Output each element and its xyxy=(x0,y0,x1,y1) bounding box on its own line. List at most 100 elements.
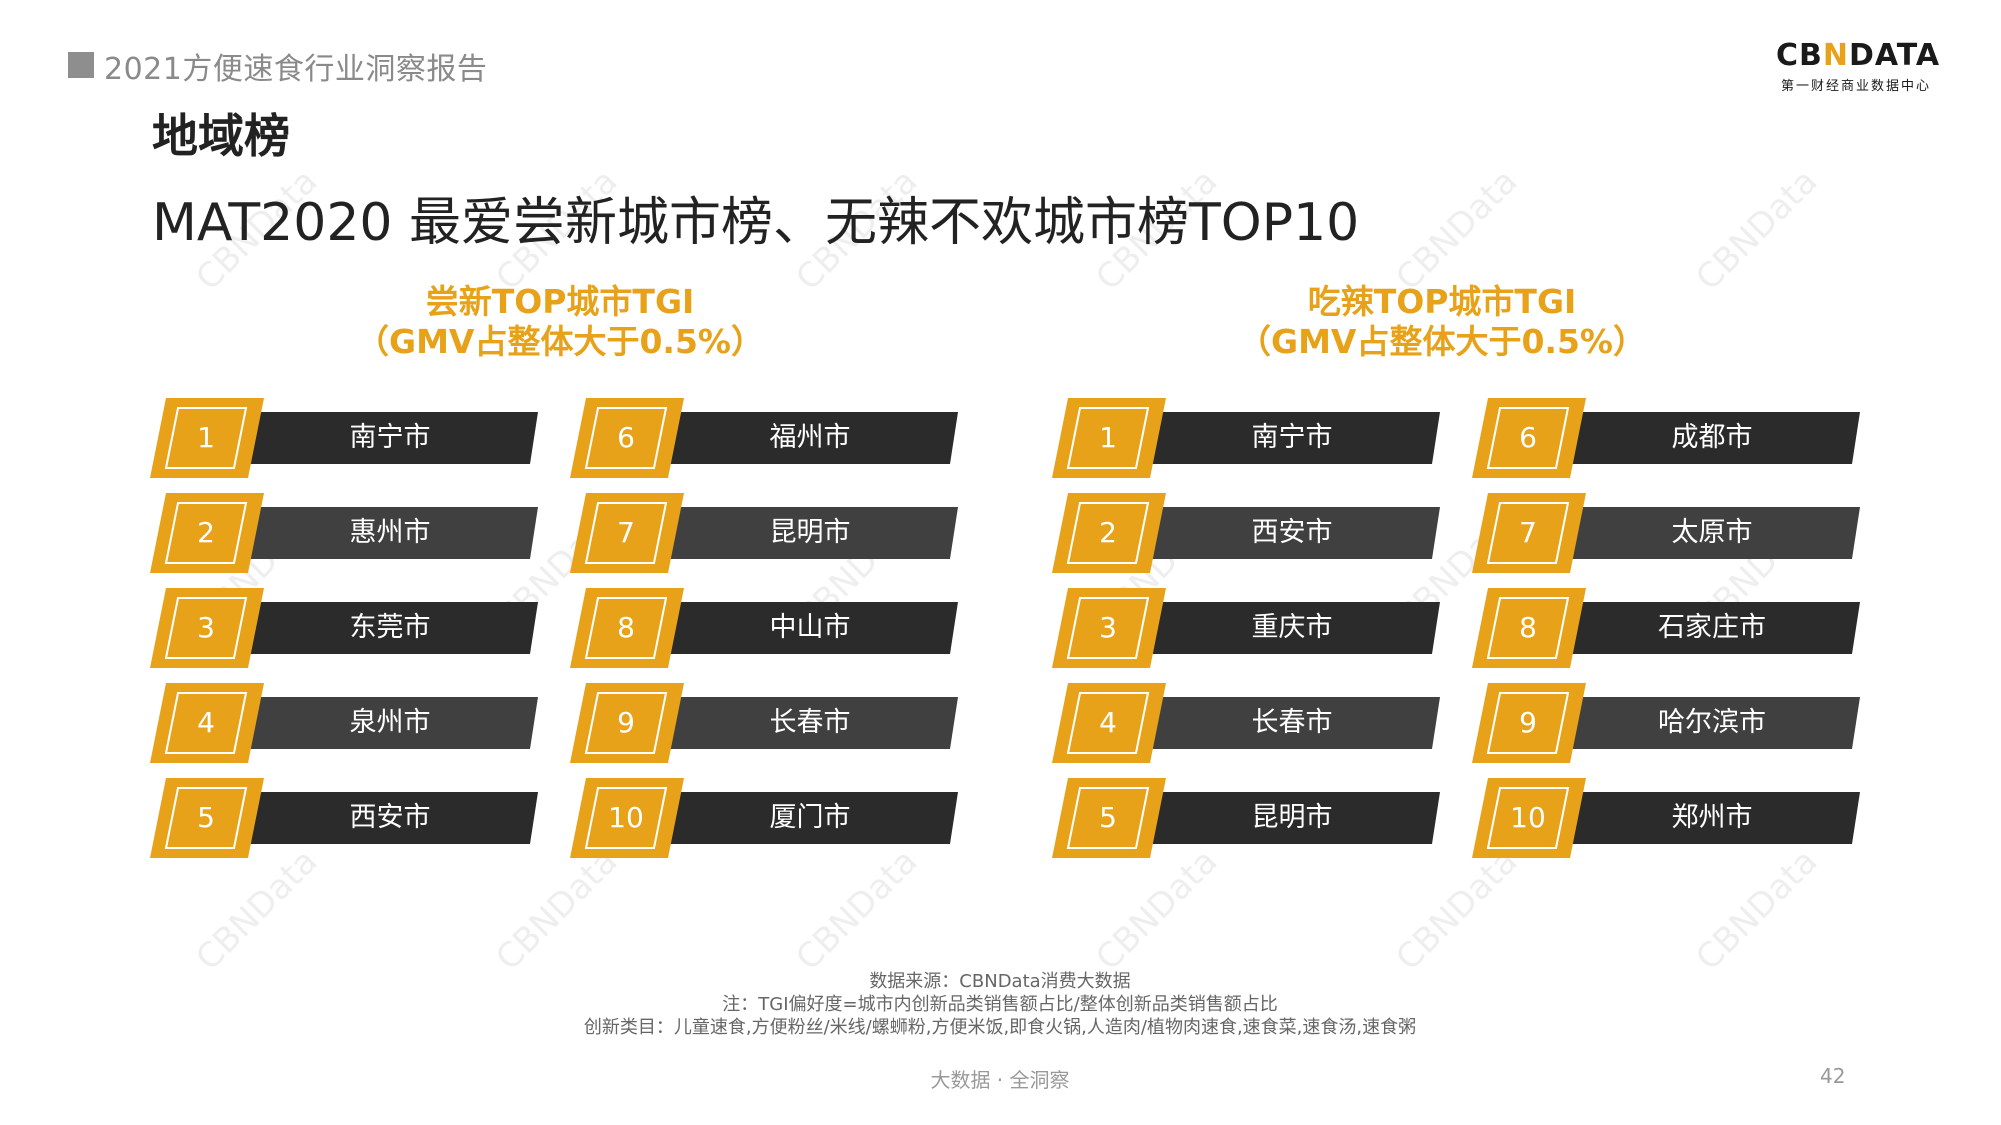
rank-item: 4 长春市 xyxy=(1050,683,1440,763)
rank-city: 重庆市 xyxy=(1251,612,1333,643)
rank-item-shape xyxy=(1472,493,1860,573)
watermark: CBNData xyxy=(1388,841,1526,979)
rank-number: 7 xyxy=(1519,516,1537,549)
list-header-line1: 吃辣TOP城市TGI xyxy=(1307,282,1577,321)
rank-item-shape xyxy=(570,683,958,763)
rank-item-shape xyxy=(1052,588,1440,668)
rank-item: 5 西安市 xyxy=(148,778,538,858)
rank-item-shape xyxy=(570,398,958,478)
rank-item-shape xyxy=(1052,493,1440,573)
rank-number: 5 xyxy=(197,801,215,834)
watermark: CBNData xyxy=(1088,841,1226,979)
report-title: 2021方便速食行业洞察报告 xyxy=(104,52,488,87)
rank-city: 西安市 xyxy=(349,802,431,833)
rank-number: 9 xyxy=(617,706,635,739)
rank-city: 东莞市 xyxy=(349,612,431,643)
watermark: CBNData xyxy=(188,841,326,979)
rank-city: 长春市 xyxy=(769,707,851,738)
logo-text-n: N xyxy=(1822,38,1849,73)
category-note: 创新类目：儿童速食,方便粉丝/米线/螺蛳粉,方便米饭,即食火锅,人造肉/植物肉速… xyxy=(583,1017,1417,1038)
watermark: CBNData xyxy=(788,841,926,979)
rank-item-shape xyxy=(150,778,538,858)
rank-item: 3 重庆市 xyxy=(1050,588,1440,668)
footer-tagline: 大数据 · 全洞察 xyxy=(930,1068,1070,1092)
rank-city: 泉州市 xyxy=(349,707,431,738)
rank-item-shape xyxy=(150,588,538,668)
rank-item: 4 泉州市 xyxy=(148,683,538,763)
rank-item: 8 中山市 xyxy=(568,588,958,668)
rank-number: 1 xyxy=(197,421,215,454)
rank-city: 长春市 xyxy=(1251,707,1333,738)
watermark: CBNData xyxy=(1688,161,1826,299)
rank-item-shape xyxy=(1052,683,1440,763)
list-header-line1: 尝新TOP城市TGI xyxy=(425,282,695,321)
rank-item: 10 郑州市 xyxy=(1470,778,1860,858)
rank-item-shape xyxy=(1052,398,1440,478)
rank-item: 6 福州市 xyxy=(568,398,958,478)
rank-city: 西安市 xyxy=(1251,517,1333,548)
page-number: 42 xyxy=(1820,1064,1846,1088)
rank-number: 10 xyxy=(608,801,644,834)
logo-text-cb: CB xyxy=(1776,38,1823,73)
rank-number: 9 xyxy=(1519,706,1537,739)
rank-item-shape xyxy=(1052,778,1440,858)
watermark: CBNData xyxy=(1388,161,1526,299)
rank-item: 2 西安市 xyxy=(1050,493,1440,573)
rank-number: 3 xyxy=(1099,611,1117,644)
rank-number: 4 xyxy=(1099,706,1117,739)
list-header-spicy: 吃辣TOP城市TGI （GMV占整体大于0.5%） xyxy=(1212,282,1672,362)
list-header-line2: （GMV占整体大于0.5%） xyxy=(356,322,764,361)
logo-text-data: DATA xyxy=(1849,38,1941,73)
rank-number: 2 xyxy=(1099,516,1117,549)
rank-item: 10 厦门市 xyxy=(568,778,958,858)
rank-item: 1 南宁市 xyxy=(1050,398,1440,478)
rank-item-shape xyxy=(1472,588,1860,668)
rank-item: 1 南宁市 xyxy=(148,398,538,478)
section-title: 地域榜 xyxy=(152,109,290,163)
rank-item-shape xyxy=(1472,778,1860,858)
watermark: CBNData xyxy=(488,841,626,979)
rank-item: 9 哈尔滨市 xyxy=(1470,683,1860,763)
rank-city: 太原市 xyxy=(1671,517,1753,548)
rank-number: 2 xyxy=(197,516,215,549)
rank-item: 2 惠州市 xyxy=(148,493,538,573)
rank-number: 4 xyxy=(197,706,215,739)
watermark: CBNData xyxy=(1688,841,1826,979)
rank-item: 5 昆明市 xyxy=(1050,778,1440,858)
rank-city: 石家庄市 xyxy=(1658,612,1766,643)
rank-item: 8 石家庄市 xyxy=(1470,588,1860,668)
rank-city: 厦门市 xyxy=(769,802,851,833)
cbndata-logo: CBNDATA 第一财经商业数据中心 xyxy=(1776,38,1939,94)
rank-item-shape xyxy=(570,778,958,858)
footnotes: 数据来源：CBNData消费大数据 注：TGI偏好度=城市内创新品类销售额占比/… xyxy=(500,970,1500,1039)
rank-number: 8 xyxy=(1519,611,1537,644)
rank-item: 9 长春市 xyxy=(568,683,958,763)
rank-item-shape xyxy=(570,588,958,668)
rank-item: 7 太原市 xyxy=(1470,493,1860,573)
list-header-line2: （GMV占整体大于0.5%） xyxy=(1238,322,1646,361)
rank-number: 6 xyxy=(617,421,635,454)
rank-number: 10 xyxy=(1510,801,1546,834)
rank-item-shape xyxy=(570,493,958,573)
page-title: MAT2020 最爱尝新城市榜、无辣不欢城市榜TOP10 xyxy=(152,193,1360,253)
rank-item: 6 成都市 xyxy=(1470,398,1860,478)
logo-subtitle: 第一财经商业数据中心 xyxy=(1780,79,1931,94)
rank-item-shape xyxy=(150,683,538,763)
rank-number: 8 xyxy=(617,611,635,644)
data-source-note: 数据来源：CBNData消费大数据 xyxy=(869,971,1131,992)
rank-city: 昆明市 xyxy=(769,517,851,548)
rank-city: 哈尔滨市 xyxy=(1658,707,1766,738)
rank-item-shape xyxy=(150,493,538,573)
rank-item: 7 昆明市 xyxy=(568,493,958,573)
tgi-definition-note: 注：TGI偏好度=城市内创新品类销售额占比/整体创新品类销售额占比 xyxy=(722,994,1278,1015)
rank-city: 南宁市 xyxy=(1251,422,1333,453)
rank-city: 昆明市 xyxy=(1251,802,1333,833)
rank-item-shape xyxy=(1472,683,1860,763)
rank-city: 南宁市 xyxy=(349,422,431,453)
rank-item: 3 东莞市 xyxy=(148,588,538,668)
rank-number: 5 xyxy=(1099,801,1117,834)
rank-city: 成都市 xyxy=(1671,422,1753,453)
rank-number: 3 xyxy=(197,611,215,644)
rank-city: 惠州市 xyxy=(349,517,431,548)
rank-item-shape xyxy=(150,398,538,478)
